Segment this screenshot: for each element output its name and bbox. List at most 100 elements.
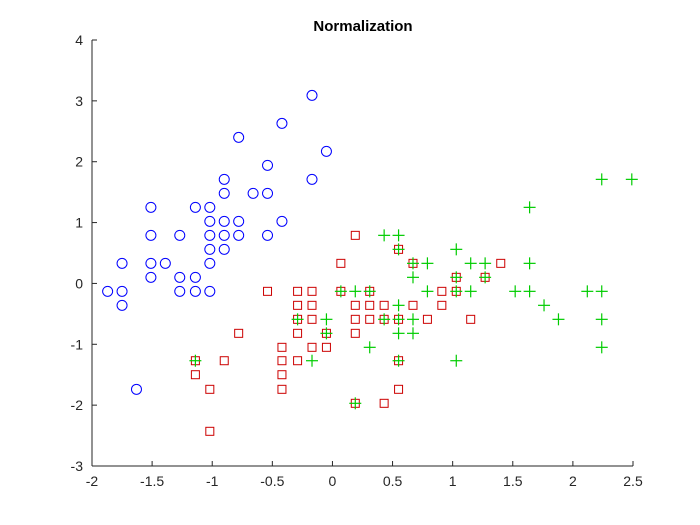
square-point xyxy=(336,258,346,268)
y-tick-label: -1 xyxy=(71,336,84,352)
plus-point xyxy=(595,341,608,354)
plus-point xyxy=(450,285,463,298)
chart-title: Normalization xyxy=(313,18,412,35)
y-tick-label: 3 xyxy=(75,93,83,109)
square-point xyxy=(293,328,303,338)
x-tick-label: 1.5 xyxy=(503,473,523,489)
plus-point xyxy=(421,257,434,270)
square-point xyxy=(277,356,287,366)
circle-point xyxy=(247,187,259,199)
data-points xyxy=(102,89,638,436)
plus-point xyxy=(349,285,362,298)
square-point xyxy=(437,286,447,296)
circle-point xyxy=(204,215,216,227)
square-point xyxy=(263,286,273,296)
circle-point xyxy=(189,201,201,213)
circle-point xyxy=(174,229,186,241)
y-tick-label: 2 xyxy=(75,154,83,170)
square-point xyxy=(277,370,287,380)
y-tick-label: -2 xyxy=(71,397,84,413)
square-point xyxy=(379,300,389,310)
circle-point xyxy=(204,257,216,269)
square-point xyxy=(350,300,360,310)
x-tick-label: -0.5 xyxy=(260,473,284,489)
square-point xyxy=(350,328,360,338)
plus-point xyxy=(479,257,492,270)
circle-point xyxy=(218,229,230,241)
plus-point xyxy=(581,285,594,298)
circle-point xyxy=(116,299,128,311)
plus-point xyxy=(625,173,638,186)
circle-point xyxy=(116,285,128,297)
square-point xyxy=(365,300,375,310)
square-point xyxy=(422,314,432,324)
circle-point xyxy=(174,271,186,283)
plus-point xyxy=(595,173,608,186)
plus-point xyxy=(320,313,333,326)
square-point xyxy=(277,342,287,352)
square-point xyxy=(205,384,215,394)
circle-point xyxy=(233,131,245,143)
plus-point xyxy=(378,313,391,326)
circle-point xyxy=(145,229,157,241)
x-tick-label: 2.5 xyxy=(623,473,643,489)
square-point xyxy=(293,356,303,366)
plus-point xyxy=(363,285,376,298)
plus-point xyxy=(349,397,362,410)
plus-point xyxy=(392,299,405,312)
circle-point xyxy=(218,215,230,227)
circle-point xyxy=(204,201,216,213)
plus-point xyxy=(363,341,376,354)
plus-point xyxy=(538,299,551,312)
square-point xyxy=(379,398,389,408)
circle-point xyxy=(276,215,288,227)
circle-point xyxy=(145,271,157,283)
circle-point xyxy=(102,285,114,297)
plus-point xyxy=(509,285,522,298)
plus-point xyxy=(378,229,391,242)
square-point xyxy=(293,300,303,310)
circle-point xyxy=(145,201,157,213)
square-point xyxy=(307,314,317,324)
square-point xyxy=(234,328,244,338)
square-point xyxy=(307,300,317,310)
square-point xyxy=(293,286,303,296)
square-point xyxy=(466,314,476,324)
circle-point xyxy=(159,257,171,269)
plus-point xyxy=(291,313,304,326)
plus-point xyxy=(450,354,463,367)
plus-point xyxy=(523,257,536,270)
plus-point xyxy=(523,201,536,214)
plus-point xyxy=(406,271,419,284)
square-point xyxy=(365,314,375,324)
x-tick-label: 0.5 xyxy=(383,473,403,489)
circle-point xyxy=(218,187,230,199)
plus-point xyxy=(464,285,477,298)
plus-point xyxy=(392,313,405,326)
plus-point xyxy=(406,313,419,326)
circle-point xyxy=(174,285,186,297)
square-point xyxy=(394,384,404,394)
circle-point xyxy=(189,285,201,297)
square-point xyxy=(350,314,360,324)
circle-point xyxy=(276,117,288,129)
plus-point xyxy=(595,313,608,326)
square-point xyxy=(307,342,317,352)
plus-point xyxy=(392,327,405,340)
square-point xyxy=(190,370,200,380)
circle-point xyxy=(233,215,245,227)
x-tick-label: -1 xyxy=(206,473,219,489)
circle-point xyxy=(306,89,318,101)
circle-point xyxy=(218,173,230,185)
x-tick-label: -1.5 xyxy=(140,473,164,489)
square-point xyxy=(277,384,287,394)
circle-point xyxy=(189,271,201,283)
plus-point xyxy=(523,285,536,298)
plus-point xyxy=(392,354,405,367)
square-point xyxy=(219,356,229,366)
circle-point xyxy=(145,257,157,269)
circle-point xyxy=(218,243,230,255)
plus-point xyxy=(320,327,333,340)
